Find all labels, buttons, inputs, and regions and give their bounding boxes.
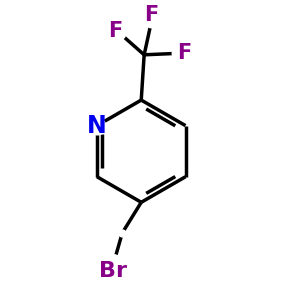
Text: F: F	[144, 5, 159, 25]
Text: Br: Br	[100, 261, 128, 281]
Text: N: N	[87, 114, 107, 138]
Text: F: F	[108, 21, 122, 40]
Text: F: F	[177, 43, 191, 63]
